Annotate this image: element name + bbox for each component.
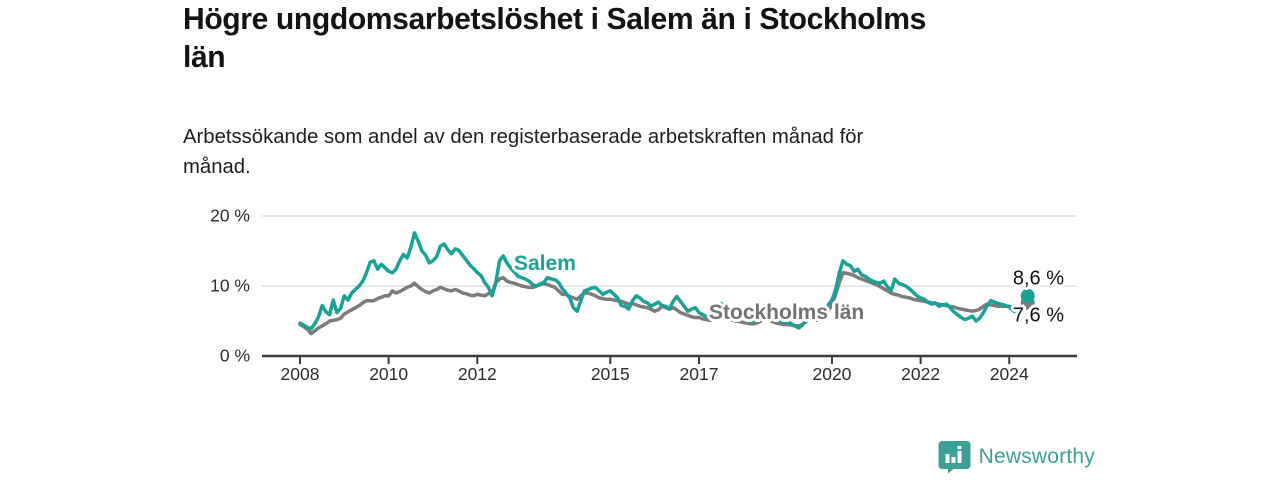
y-tick-label: 20 % — [210, 205, 250, 226]
series-label-stockholms-l-n: Stockholms län — [709, 301, 865, 324]
x-tick-label: 2022 — [901, 364, 941, 384]
page-subtitle-line2: månad. — [183, 155, 251, 178]
x-tick-label: 2008 — [280, 364, 320, 384]
end-value-label: 8,6 % — [1012, 267, 1064, 290]
series-line-salem — [298, 231, 1030, 331]
endpoint-dot-salem — [1020, 288, 1035, 303]
page-title-line2: län — [183, 39, 226, 74]
x-tick-label: 2010 — [369, 364, 409, 384]
logo-exclamation-dot — [957, 446, 962, 450]
y-tick-label: 0 % — [219, 345, 250, 366]
logo-bar-3 — [957, 451, 962, 463]
x-tick-label: 2012 — [457, 364, 497, 384]
page-title-line1: Högre ungdomsarbetslöshet i Salem än i S… — [183, 1, 926, 36]
logo-bar-2 — [951, 457, 956, 463]
y-tick-label: 10 % — [210, 275, 250, 296]
x-tick-label: 2024 — [989, 364, 1029, 384]
x-tick-label: 2017 — [679, 364, 719, 384]
brand-footer: Newsworthy — [938, 440, 1095, 474]
page-subtitle: Arbetssökande som andel av den registerb… — [183, 122, 1034, 182]
logo-bar-1 — [945, 454, 950, 463]
series-line-stockholms-l-n — [298, 270, 1030, 336]
page-title: Högre ungdomsarbetslöshet i Salem än i S… — [183, 0, 1075, 76]
end-value-label: 7,6 % — [1012, 304, 1064, 327]
newsworthy-logo-icon — [938, 441, 971, 474]
brand-name: Newsworthy — [978, 445, 1095, 468]
page-subtitle-line1: Arbetssökande som andel av den registerb… — [183, 125, 864, 148]
x-tick-label: 2015 — [590, 364, 630, 384]
series-label-salem: Salem — [514, 252, 576, 275]
x-tick-label: 2020 — [812, 364, 852, 384]
